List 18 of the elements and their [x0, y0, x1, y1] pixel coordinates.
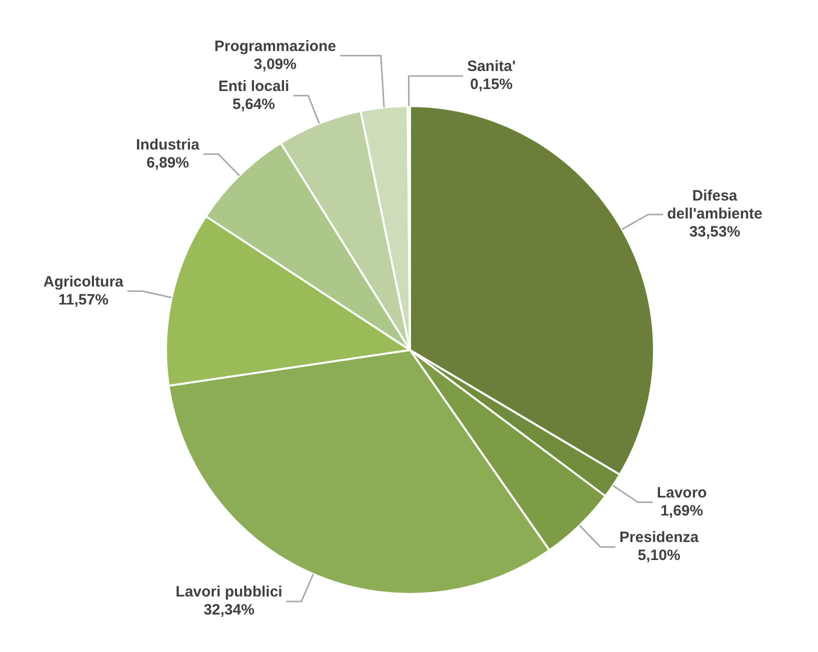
slice-label: Difesa dell'ambiente	[667, 188, 762, 223]
data-label: 6,89%	[146, 154, 189, 172]
data-label: 32,34%	[204, 602, 254, 619]
data-label: 0,15%	[470, 76, 513, 94]
slice-label: Sanita'	[467, 58, 516, 76]
data-label: 1,69%	[660, 502, 704, 520]
data-label: 11,57%	[58, 291, 108, 308]
slice-label: Agricoltura	[43, 273, 124, 290]
slice-label: Programmazione	[214, 38, 336, 55]
data-label: 5,64%	[232, 96, 276, 113]
slice-label: Lavoro	[656, 484, 707, 502]
data-label: 3,09%	[254, 56, 296, 73]
slice-label: Industria	[136, 136, 200, 154]
data-label: 5,10%	[638, 547, 680, 564]
data-label: 33,53%	[689, 224, 740, 241]
slice-label: Enti locali	[218, 78, 290, 95]
slice-label: Presidenza	[619, 529, 700, 546]
slice-label: Lavori pubblici	[176, 584, 282, 601]
